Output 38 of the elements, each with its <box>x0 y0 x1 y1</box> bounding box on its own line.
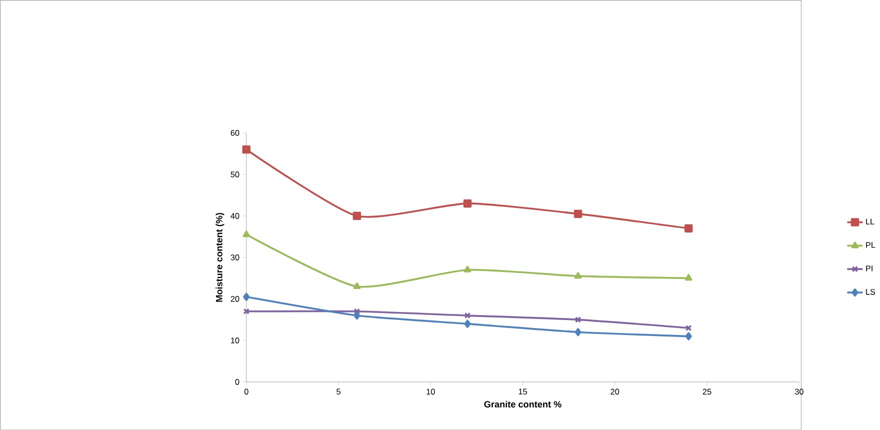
point <box>464 320 471 328</box>
point <box>574 272 582 278</box>
legend-label: PI <box>866 265 872 272</box>
point <box>684 224 693 232</box>
legend-label: LS <box>866 288 876 295</box>
x-axis-title: Granite content % <box>484 400 562 408</box>
point <box>243 292 250 301</box>
y-tick-label: 30 <box>230 254 240 260</box>
y-tick-label: 50 <box>230 171 240 178</box>
x-tick-label: 20 <box>610 388 620 394</box>
point <box>354 308 360 314</box>
point <box>574 316 582 323</box>
y-axis-title: Moisture content (%) <box>216 212 224 302</box>
x-tick-label: 0 <box>244 388 248 394</box>
point <box>574 210 582 218</box>
y-tick-label: 20 <box>230 296 240 302</box>
y-tick-label: 60 <box>230 130 240 136</box>
legend-label: PL <box>866 242 876 248</box>
x-tick-label: 30 <box>794 388 804 394</box>
point <box>464 266 472 272</box>
point <box>464 312 471 319</box>
point <box>685 332 692 340</box>
x-tick-label: 15 <box>518 388 527 394</box>
point <box>352 212 362 220</box>
x-tick-label: 5 <box>336 388 340 394</box>
point <box>463 199 472 208</box>
legend-label: LL <box>866 218 874 224</box>
point <box>353 282 361 289</box>
y-tick-label: 40 <box>230 212 240 219</box>
point <box>684 274 692 281</box>
y-tick-label: 0 <box>235 378 240 385</box>
y-tick-label: 10 <box>231 337 240 344</box>
point <box>354 311 360 320</box>
x-tick-label: 25 <box>702 388 712 394</box>
x-tick-label: 10 <box>426 388 435 394</box>
point <box>242 145 250 154</box>
point <box>574 328 582 336</box>
point <box>242 230 250 237</box>
